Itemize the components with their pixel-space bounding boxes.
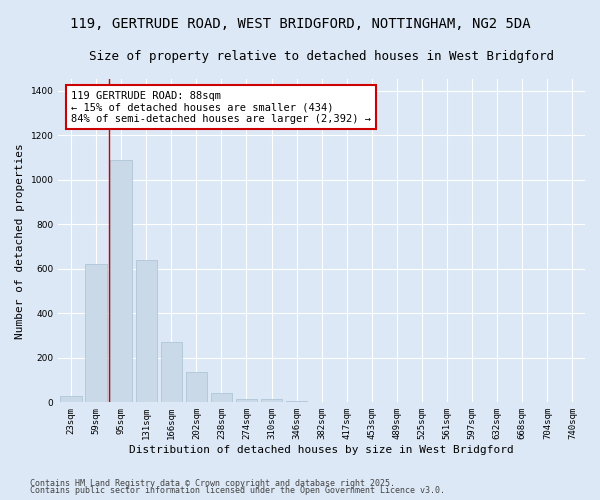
Text: 119, GERTRUDE ROAD, WEST BRIDGFORD, NOTTINGHAM, NG2 5DA: 119, GERTRUDE ROAD, WEST BRIDGFORD, NOTT…: [70, 18, 530, 32]
Bar: [236, 399, 257, 402]
Bar: [211, 394, 232, 402]
Bar: [60, 396, 82, 402]
Text: Contains HM Land Registry data © Crown copyright and database right 2025.: Contains HM Land Registry data © Crown c…: [30, 478, 395, 488]
Bar: [85, 264, 107, 402]
Bar: [261, 399, 282, 402]
Y-axis label: Number of detached properties: Number of detached properties: [15, 143, 25, 339]
Bar: [110, 160, 132, 402]
Text: 119 GERTRUDE ROAD: 88sqm
← 15% of detached houses are smaller (434)
84% of semi-: 119 GERTRUDE ROAD: 88sqm ← 15% of detach…: [71, 90, 371, 124]
X-axis label: Distribution of detached houses by size in West Bridgford: Distribution of detached houses by size …: [130, 445, 514, 455]
Bar: [161, 342, 182, 402]
Bar: [185, 372, 207, 402]
Bar: [286, 401, 307, 402]
Title: Size of property relative to detached houses in West Bridgford: Size of property relative to detached ho…: [89, 50, 554, 63]
Bar: [136, 260, 157, 402]
Text: Contains public sector information licensed under the Open Government Licence v3: Contains public sector information licen…: [30, 486, 445, 495]
